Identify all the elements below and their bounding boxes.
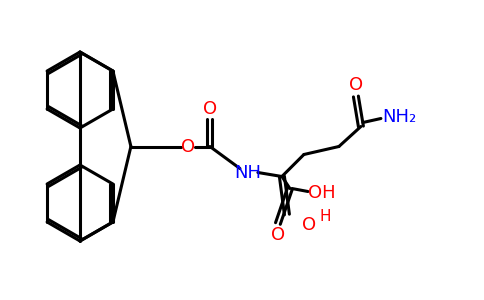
Text: NH: NH: [234, 164, 261, 181]
Text: O: O: [181, 137, 195, 155]
Text: H: H: [319, 209, 331, 224]
Text: O: O: [302, 215, 316, 233]
Text: O: O: [271, 226, 285, 244]
Text: O: O: [349, 76, 363, 94]
Text: O: O: [203, 100, 217, 118]
Text: OH: OH: [308, 184, 336, 202]
Text: NH₂: NH₂: [382, 107, 416, 125]
